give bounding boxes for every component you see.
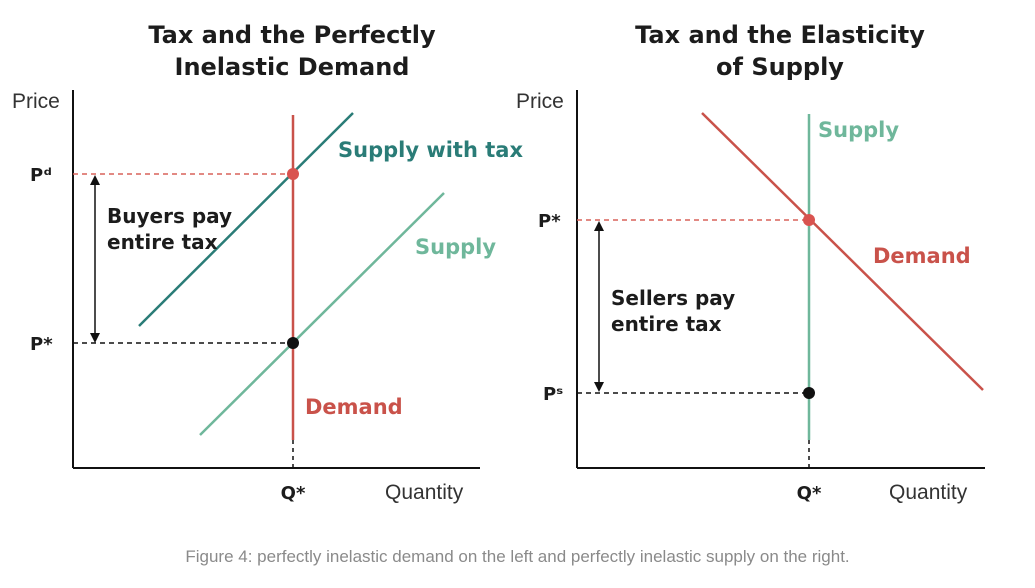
left-title-line2: Inelastic Demand [175,53,410,81]
right-point-ps [803,387,815,399]
right-annotation-line2: entire tax [611,312,722,336]
left-point-pstar [287,337,299,349]
right-demand-line [701,112,984,391]
left-supply-with-tax-label: Supply with tax [338,138,523,162]
left-x-axis-label: Quantity [385,481,464,504]
left-point-pd [287,168,299,180]
right-supply-label: Supply [818,118,899,142]
right-point-pstar [803,214,815,226]
right-y-axis-label: Price [516,90,564,113]
left-panel: Tax and the Perfectly Inelastic Demand P… [12,21,523,504]
right-annotation-line1: Sellers pay [611,286,735,310]
right-tick-qstar: Q* [797,483,822,504]
right-tick-pstar: P* [538,211,561,232]
right-demand-label: Demand [873,244,971,268]
left-tick-qstar: Q* [281,483,306,504]
left-title-line1: Tax and the Perfectly [148,21,436,49]
figure: Tax and the Perfectly Inelastic Demand P… [12,21,985,504]
left-y-axis-label: Price [12,90,60,113]
left-supply-label: Supply [415,235,496,259]
right-title-line2: of Supply [716,53,844,81]
right-panel: Tax and the Elasticity of Supply Price Q… [516,21,985,504]
left-tick-pd: Pᵈ [30,165,52,186]
left-annotation-line1: Buyers pay [107,204,232,228]
right-tick-ps: Pˢ [543,384,563,405]
right-title-line1: Tax and the Elasticity [635,21,925,49]
figure-caption: Figure 4: perfectly inelastic demand on … [185,547,850,566]
left-annotation-line2: entire tax [107,230,218,254]
left-supply-line [199,192,445,436]
left-demand-label: Demand [305,395,403,419]
left-tick-pstar: P* [30,334,53,355]
right-x-axis-label: Quantity [889,481,968,504]
left-supply-with-tax-line [138,112,354,327]
